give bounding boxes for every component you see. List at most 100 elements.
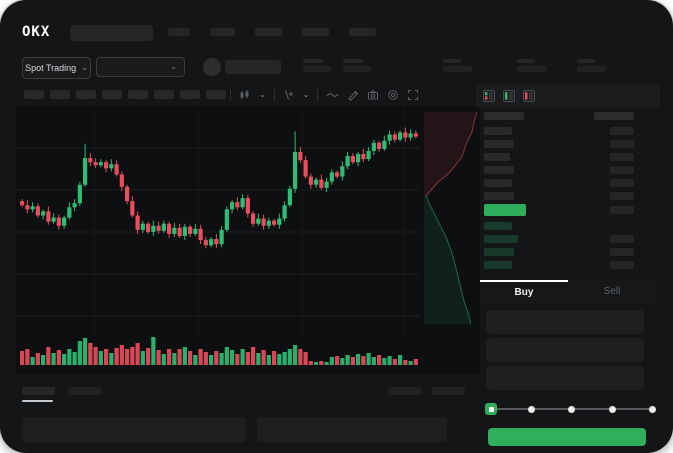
timeframe-pill[interactable] <box>180 90 200 99</box>
total-input[interactable] <box>486 366 644 390</box>
ask-price-bar <box>484 166 514 174</box>
candlestick-chart[interactable] <box>16 108 420 336</box>
bottom-tab-history[interactable] <box>68 387 101 395</box>
bid-price-bar <box>484 248 514 256</box>
price-amount-bar <box>610 206 634 214</box>
bid-amount-bar <box>610 261 634 269</box>
bottom-action-placeholder[interactable] <box>432 387 465 395</box>
ask-price-bar <box>484 127 512 135</box>
brush-icon[interactable] <box>347 89 359 101</box>
ask-price-bar <box>484 153 510 161</box>
ask-price-bar <box>484 192 514 200</box>
trade-tabs: Buy Sell <box>480 280 656 303</box>
bid-row[interactable] <box>484 222 650 230</box>
volume-chart[interactable] <box>16 330 420 370</box>
order-history-box[interactable] <box>257 417 447 442</box>
nav-item-placeholder[interactable] <box>302 28 329 36</box>
stat-value-placeholder <box>577 66 606 72</box>
timeframe-pill[interactable] <box>50 90 70 99</box>
ask-amount-bar <box>610 140 634 148</box>
ask-row[interactable] <box>484 127 650 135</box>
fullscreen-icon[interactable] <box>407 89 419 101</box>
tab-sell[interactable]: Sell <box>603 286 621 297</box>
ask-price-bar <box>484 140 514 148</box>
stat-label-placeholder <box>443 59 461 63</box>
indicator-icon[interactable] <box>283 89 295 101</box>
timeframe-pill[interactable] <box>76 90 96 99</box>
bid-price-bar <box>484 235 518 243</box>
amount-input[interactable] <box>486 338 644 362</box>
chevron-down-icon: ⌄ <box>81 63 88 72</box>
stat-label-placeholder <box>303 59 323 63</box>
search-input[interactable] <box>70 25 153 41</box>
pair-selector-dropdown[interactable]: ⌄ <box>96 57 185 77</box>
timeframe-toolbar <box>24 90 232 99</box>
slider-stop-dot[interactable] <box>568 405 576 413</box>
line-tool-icon[interactable] <box>326 89 339 101</box>
orderbook-toolbar <box>476 84 660 108</box>
ask-row[interactable] <box>484 192 650 200</box>
slider-stop-dot[interactable] <box>527 405 535 413</box>
bid-amount-bar <box>610 248 634 256</box>
bids-depth-line <box>425 195 472 324</box>
chevron-down-icon[interactable]: ⌄ <box>302 89 310 99</box>
depth-chart[interactable] <box>424 112 479 324</box>
ask-row[interactable] <box>484 166 650 174</box>
slider-handle[interactable] <box>485 403 497 415</box>
price-input[interactable] <box>486 310 644 334</box>
ask-amount-bar <box>610 179 634 187</box>
chart-type-icon[interactable] <box>239 89 251 101</box>
orderbook <box>484 110 650 280</box>
active-tab-underline <box>22 400 53 402</box>
book-all-icon[interactable] <box>483 90 495 102</box>
bid-row[interactable] <box>484 261 650 269</box>
ask-amount-bar <box>610 166 634 174</box>
top-nav <box>168 28 396 36</box>
bid-row[interactable] <box>484 248 650 256</box>
slider-stop-dot[interactable] <box>608 405 616 413</box>
timeframe-pill[interactable] <box>154 90 174 99</box>
tab-buy[interactable]: Buy <box>480 280 568 303</box>
bid-price-bar <box>484 222 512 230</box>
ask-row[interactable] <box>484 140 650 148</box>
nav-item-placeholder[interactable] <box>255 28 282 36</box>
book-bids-icon[interactable] <box>503 90 515 102</box>
stat-label-placeholder <box>517 59 535 63</box>
open-orders-box[interactable] <box>22 417 246 442</box>
chevron-down-icon[interactable]: ⌄ <box>259 89 266 99</box>
bid-row[interactable] <box>484 235 650 243</box>
timeframe-pill[interactable] <box>102 90 122 99</box>
timeframe-pill[interactable] <box>24 90 44 99</box>
chevron-down-icon: ⌄ <box>170 62 177 71</box>
price-row[interactable] <box>484 204 650 216</box>
bottom-action-placeholder[interactable] <box>388 387 421 395</box>
asks-depth-line <box>425 112 478 197</box>
pair-name-placeholder <box>225 60 281 74</box>
bids-depth-area <box>424 196 471 324</box>
divider <box>273 88 275 101</box>
timeframe-pill[interactable] <box>206 90 226 99</box>
book-asks-icon[interactable] <box>523 90 535 102</box>
nav-item-placeholder[interactable] <box>168 28 190 36</box>
nav-item-placeholder[interactable] <box>349 28 376 36</box>
chart-panel <box>16 106 480 374</box>
slider-stop-dot[interactable] <box>649 405 657 413</box>
buy-submit-button[interactable] <box>488 428 646 446</box>
stat-value-placeholder <box>517 66 546 72</box>
market-type-selector[interactable]: Spot Trading ⌄ <box>22 57 91 79</box>
settings-icon[interactable] <box>387 89 399 101</box>
bottom-tab-orders[interactable] <box>22 387 55 395</box>
camera-icon[interactable] <box>367 89 379 101</box>
ask-row[interactable] <box>484 153 650 161</box>
nav-item-placeholder[interactable] <box>210 28 235 36</box>
timeframe-pill[interactable] <box>128 90 148 99</box>
amount-slider[interactable] <box>485 402 658 416</box>
ask-row[interactable] <box>484 179 650 187</box>
bid-amount-bar <box>610 235 634 243</box>
bid-price-bar <box>484 261 512 269</box>
ask-amount-bar <box>610 153 634 161</box>
market-type-label: Spot Trading <box>25 63 77 73</box>
stat-value-placeholder <box>443 66 472 72</box>
ask-amount-bar <box>610 127 634 135</box>
